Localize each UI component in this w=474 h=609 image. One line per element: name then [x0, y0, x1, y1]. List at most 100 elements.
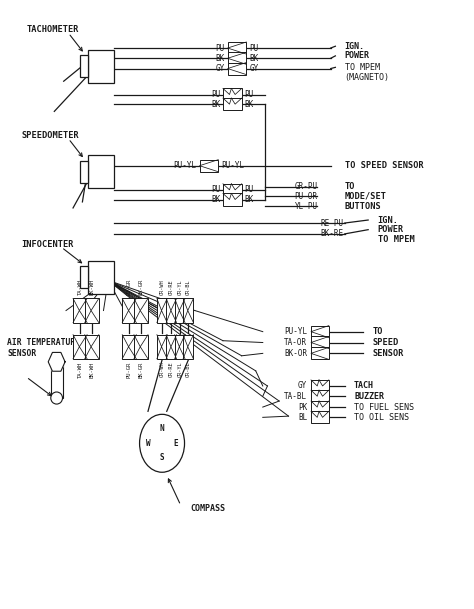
Text: SPEED: SPEED	[373, 338, 399, 347]
Text: GR-BL: GR-BL	[186, 362, 191, 378]
Text: GY: GY	[216, 64, 225, 73]
Text: GR-RE: GR-RE	[169, 280, 174, 295]
Text: BK: BK	[211, 195, 220, 204]
Text: GR-YL: GR-YL	[177, 362, 182, 378]
Text: GY: GY	[298, 381, 307, 390]
Text: BK-GR: BK-GR	[138, 362, 144, 378]
Text: BL: BL	[298, 413, 307, 422]
Text: TO FUEL SENS: TO FUEL SENS	[354, 403, 414, 412]
Bar	[223, 98, 242, 110]
Text: BK-RE: BK-RE	[320, 230, 343, 238]
Bar	[88, 261, 114, 294]
Text: E: E	[173, 439, 178, 448]
Text: PU: PU	[245, 185, 254, 194]
Text: COMPASS: COMPASS	[190, 504, 225, 513]
Text: POWER: POWER	[377, 225, 404, 234]
Text: PU-GR: PU-GR	[127, 362, 132, 378]
Text: BK: BK	[245, 195, 254, 204]
Bar	[73, 298, 87, 323]
Text: GY: GY	[249, 64, 258, 73]
Text: N: N	[160, 424, 164, 434]
Text: PU: PU	[211, 185, 220, 194]
Text: TA-BL: TA-BL	[284, 392, 307, 401]
Text: GR-WH: GR-WH	[160, 280, 164, 295]
Bar	[183, 335, 193, 359]
Bar	[223, 194, 242, 205]
Text: BUTTONS: BUTTONS	[345, 202, 382, 211]
Text: TA-WH: TA-WH	[78, 279, 82, 295]
Circle shape	[139, 414, 184, 472]
Text: PU: PU	[216, 43, 225, 52]
Text: BK-WH: BK-WH	[89, 362, 94, 378]
Text: PU-YL: PU-YL	[173, 161, 197, 170]
Bar	[311, 411, 329, 423]
Text: GR-BL: GR-BL	[186, 280, 191, 295]
Bar	[166, 298, 177, 323]
Bar	[228, 63, 246, 74]
Text: IGN.: IGN.	[377, 216, 399, 225]
Bar	[183, 298, 193, 323]
Bar	[166, 335, 177, 359]
Bar	[311, 390, 329, 403]
Bar	[85, 335, 99, 359]
Bar	[228, 42, 246, 54]
Bar	[85, 298, 99, 323]
Bar	[51, 362, 63, 398]
Bar	[175, 298, 185, 323]
Text: GR-RE: GR-RE	[169, 362, 174, 378]
Bar	[157, 335, 167, 359]
Bar	[88, 49, 114, 83]
Text: PU-GR: PU-GR	[127, 279, 132, 295]
Bar	[311, 337, 329, 348]
Bar	[228, 52, 246, 65]
Text: TO MPEM: TO MPEM	[377, 236, 414, 244]
Text: MODE/SET: MODE/SET	[345, 192, 387, 201]
Bar	[134, 335, 148, 359]
Bar	[88, 155, 114, 188]
Text: PU: PU	[249, 43, 258, 52]
Text: GR-WH: GR-WH	[160, 362, 164, 378]
Bar	[157, 298, 167, 323]
Bar	[80, 55, 88, 77]
Text: GR-YL: GR-YL	[177, 280, 182, 295]
Text: SPEEDOMETER: SPEEDOMETER	[21, 131, 79, 140]
Text: TO SPEED SENSOR: TO SPEED SENSOR	[345, 161, 423, 170]
Text: YL-PU: YL-PU	[294, 202, 318, 211]
Text: IGN.: IGN.	[345, 42, 365, 51]
Text: TO OIL SENS: TO OIL SENS	[354, 413, 409, 422]
Text: INFOCENTER: INFOCENTER	[21, 240, 74, 248]
Text: POWER: POWER	[345, 51, 370, 60]
Text: TO MPEM: TO MPEM	[345, 63, 380, 72]
Text: BK: BK	[249, 54, 258, 63]
Bar	[200, 160, 218, 172]
Text: PK: PK	[298, 403, 307, 412]
Text: AIR TEMPERATURE
SENSOR: AIR TEMPERATURE SENSOR	[8, 337, 81, 358]
Text: TO: TO	[373, 327, 383, 336]
Bar	[80, 266, 88, 289]
Text: BK: BK	[245, 100, 254, 108]
Bar	[73, 335, 87, 359]
Bar	[311, 380, 329, 392]
Bar	[223, 184, 242, 196]
Text: PU: PU	[211, 90, 220, 99]
Bar	[175, 335, 185, 359]
Text: TO: TO	[345, 182, 355, 191]
Bar	[311, 401, 329, 413]
Text: BUZZER: BUZZER	[354, 392, 384, 401]
Text: BK-GR: BK-GR	[138, 279, 144, 295]
Text: BK-WH: BK-WH	[89, 279, 94, 295]
Text: PU-YL: PU-YL	[221, 161, 244, 170]
Text: GR-PU: GR-PU	[294, 182, 318, 191]
Text: S: S	[160, 453, 164, 462]
Text: (MAGNETO): (MAGNETO)	[345, 72, 390, 82]
Text: TA-WH: TA-WH	[78, 362, 82, 378]
Text: RE-PU: RE-PU	[320, 219, 343, 228]
Text: PU-YL: PU-YL	[284, 327, 307, 336]
Bar	[122, 335, 137, 359]
Bar	[311, 326, 329, 337]
Text: SENSOR: SENSOR	[373, 349, 404, 358]
Bar	[122, 298, 137, 323]
Text: PU: PU	[245, 90, 254, 99]
Bar	[80, 161, 88, 183]
Bar	[134, 298, 148, 323]
